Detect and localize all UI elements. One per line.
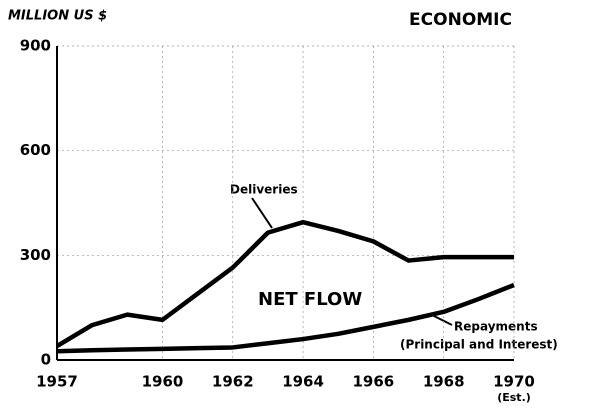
line-series [55, 219, 514, 348]
y-axis-label: MILLION US $ [8, 9, 107, 24]
line-series [56, 282, 515, 354]
y-tick-label: 0 [41, 351, 51, 369]
y-tick-label: 600 [20, 141, 51, 159]
series-label: Deliveries [230, 183, 298, 197]
chart-title: ECONOMIC [409, 10, 512, 30]
y-tick-label: 900 [20, 37, 51, 55]
x-tick-label: 1968 [423, 373, 465, 391]
y-tick-label: 300 [20, 246, 51, 264]
x-tick-label: 1964 [282, 373, 324, 391]
x-tick-label: 1957 [36, 373, 78, 391]
pointer [251, 197, 273, 229]
x-tick-label: 1962 [212, 373, 254, 391]
annotation: (Est.) [497, 391, 531, 404]
annotation: (Principal and Interest) [400, 338, 558, 352]
x-tick-label: 1970 [493, 373, 535, 391]
annotation: NET FLOW [258, 289, 362, 310]
x-tick-label: 1966 [353, 373, 395, 391]
series-label: Repayments [454, 320, 538, 334]
x-tick-label: 1960 [142, 373, 184, 391]
